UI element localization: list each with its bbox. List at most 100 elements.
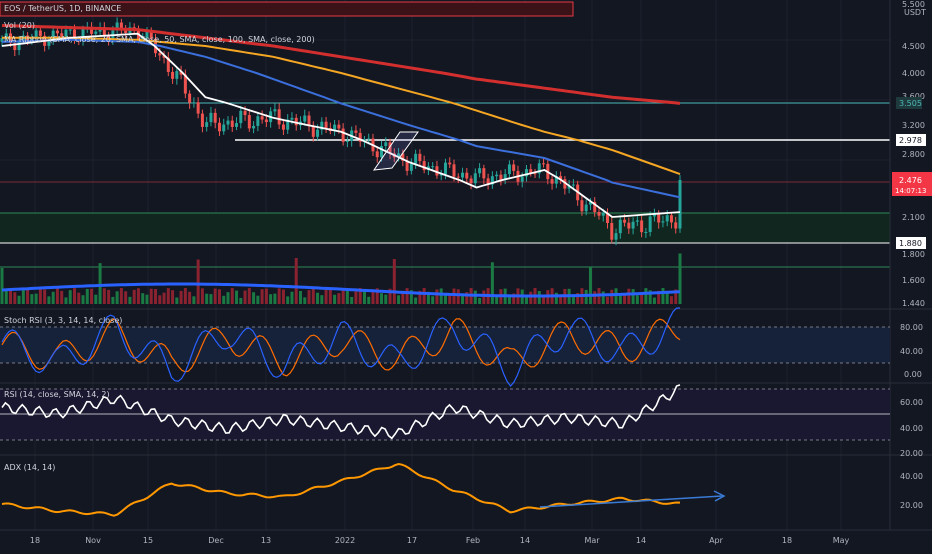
candle-body[interactable] [179, 71, 183, 75]
candle-body[interactable] [529, 169, 533, 174]
adx-line[interactable] [1, 462, 681, 517]
candle-body[interactable] [439, 174, 443, 176]
candle-body[interactable] [273, 109, 277, 112]
candle-body[interactable] [567, 185, 571, 189]
candlesticks[interactable] [0, 17, 682, 246]
candle-body[interactable] [422, 161, 426, 171]
candle-body[interactable] [367, 138, 371, 140]
candle-body[interactable] [205, 122, 209, 127]
candle-body[interactable] [431, 166, 435, 168]
candle-body[interactable] [60, 33, 64, 37]
candle-body[interactable] [311, 126, 315, 137]
candle-body[interactable] [196, 102, 200, 114]
candle-body[interactable] [64, 29, 68, 37]
candle-body[interactable] [30, 38, 34, 41]
candle-body[interactable] [405, 160, 409, 171]
time-axis[interactable]: 18 Nov 15 Dec 13 2022 17 Feb 14 Mar 14 A… [30, 536, 850, 545]
candle-body[interactable] [669, 215, 673, 223]
candle-body[interactable] [503, 174, 507, 181]
candle-body[interactable] [286, 119, 290, 130]
candle-body[interactable] [499, 174, 503, 181]
candle-body[interactable] [213, 112, 217, 123]
candle-body[interactable] [281, 124, 285, 130]
price-label-1880[interactable]: 1.880 [896, 237, 926, 249]
ma-50-line[interactable] [1, 38, 681, 199]
candle-body[interactable] [47, 40, 51, 46]
candle-body[interactable] [337, 124, 341, 129]
candle-body[interactable] [414, 153, 418, 164]
candle-body[interactable] [520, 176, 524, 182]
candle-body[interactable] [657, 213, 661, 223]
candle-body[interactable] [418, 153, 422, 162]
candle-body[interactable] [631, 221, 635, 229]
support-zone[interactable] [0, 213, 890, 243]
candle-body[interactable] [226, 120, 230, 125]
candle-body[interactable] [588, 201, 592, 205]
candle-body[interactable] [307, 115, 311, 127]
candle-body[interactable] [17, 40, 21, 51]
candle-body[interactable] [0, 38, 4, 42]
candle-body[interactable] [230, 120, 234, 127]
symbol-title[interactable]: EOS / TetherUS, 1D, BINANCE [4, 4, 121, 13]
candle-body[interactable] [397, 153, 401, 158]
candle-body[interactable] [524, 169, 528, 177]
resistance-zone-top[interactable] [0, 1, 574, 17]
candle-body[interactable] [68, 29, 72, 31]
candle-body[interactable] [166, 57, 170, 72]
candle-body[interactable] [243, 110, 247, 116]
candle-body[interactable] [542, 163, 546, 165]
candle-body[interactable] [490, 176, 494, 185]
candle-body[interactable] [606, 212, 610, 224]
candle-body[interactable] [461, 172, 465, 178]
candle-body[interactable] [324, 121, 328, 129]
candle-body[interactable] [354, 130, 358, 133]
candle-body[interactable] [107, 35, 111, 41]
price-axis[interactable]: 5.500 USDT 4.500 4.000 3.600 3.200 2.800… [902, 0, 926, 308]
candle-body[interactable] [277, 109, 281, 125]
candle-body[interactable] [533, 173, 537, 175]
candle-body[interactable] [375, 151, 379, 158]
candle-body[interactable] [124, 29, 128, 33]
price-label-2978[interactable]: 2.978 [896, 134, 926, 146]
candle-body[interactable] [303, 115, 307, 122]
candle-body[interactable] [345, 140, 349, 142]
candle-body[interactable] [465, 172, 469, 179]
candle-body[interactable] [644, 232, 648, 234]
candle-body[interactable] [678, 180, 682, 229]
candle-body[interactable] [81, 29, 85, 41]
candle-body[interactable] [640, 220, 644, 233]
candle-body[interactable] [665, 215, 669, 222]
candle-body[interactable] [623, 219, 627, 223]
candle-body[interactable] [149, 31, 153, 39]
candle-body[interactable] [183, 74, 187, 94]
candle-body[interactable] [559, 176, 563, 180]
candle-body[interactable] [627, 222, 631, 229]
candle-body[interactable] [456, 176, 460, 178]
candle-body[interactable] [235, 123, 239, 127]
candle-body[interactable] [648, 216, 652, 233]
candle-body[interactable] [13, 43, 17, 51]
ma-100-line[interactable] [2, 36, 681, 176]
candle-body[interactable] [247, 115, 251, 129]
candle-body[interactable] [601, 212, 605, 216]
candle-body[interactable] [175, 71, 179, 79]
candle-body[interactable] [341, 128, 345, 142]
candle-body[interactable] [222, 124, 226, 132]
candle-body[interactable] [554, 176, 558, 184]
candle-body[interactable] [473, 173, 477, 184]
candle-body[interactable] [119, 22, 123, 30]
candle-body[interactable] [252, 125, 256, 129]
candle-body[interactable] [388, 142, 392, 154]
candle-body[interactable] [162, 55, 166, 58]
candle-body[interactable] [290, 117, 294, 120]
candle-body[interactable] [115, 22, 119, 31]
candle-body[interactable] [171, 71, 175, 79]
candle-body[interactable] [435, 166, 439, 176]
candle-body[interactable] [145, 31, 149, 38]
candle-body[interactable] [537, 163, 541, 174]
candle-body[interactable] [571, 184, 575, 186]
candle-body[interactable] [507, 164, 511, 175]
candle-body[interactable] [674, 222, 678, 229]
candle-body[interactable] [618, 219, 622, 234]
